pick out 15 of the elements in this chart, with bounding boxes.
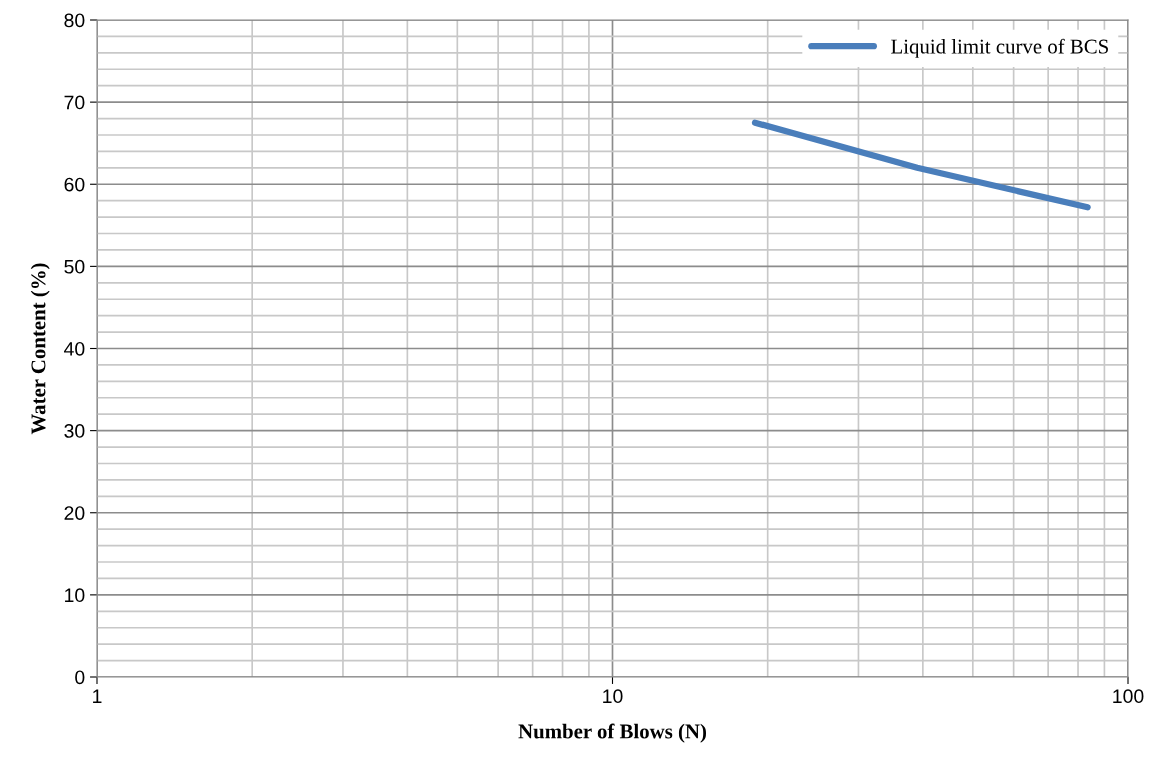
y-tick-label: 10	[65, 588, 85, 603]
x-tick-label: 10	[603, 689, 623, 704]
y-tick-label: 80	[64, 13, 85, 28]
y-tick-label: 50	[64, 259, 85, 274]
x-tick-label: 1	[93, 689, 102, 703]
y-tick-label: 60	[64, 177, 85, 192]
y-tick-label: 0	[75, 670, 85, 685]
y-tick-label: 70	[64, 95, 85, 110]
y-tick-label: 30	[64, 424, 85, 438]
x-axis-title: Number of Blows (N)	[518, 723, 707, 743]
legend-label: Liquid limit curve of BCS	[891, 38, 1108, 58]
y-tick-label: 40	[64, 341, 85, 356]
y-axis-title: Water Content (%)	[30, 263, 50, 435]
y-tick-label: 20	[64, 506, 85, 520]
x-tick-label: 100	[1113, 689, 1144, 704]
